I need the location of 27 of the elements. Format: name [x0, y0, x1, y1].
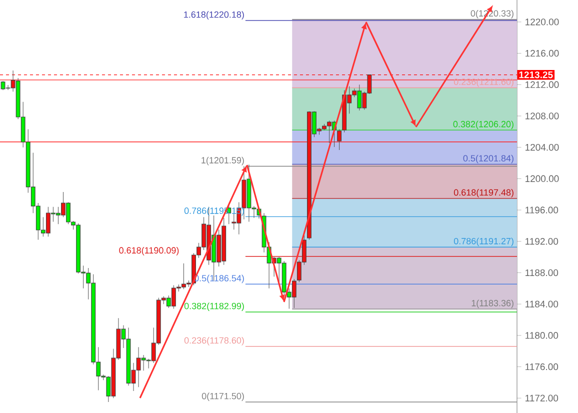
- y-tick-label: 1216.00: [526, 50, 559, 57]
- y-tick-label: 1204.00: [526, 144, 559, 151]
- y-tick-label: 1180.00: [526, 332, 558, 339]
- ref-line-label: 1.618(1220.18): [184, 11, 244, 20]
- y-tick-label: 1172.00: [526, 394, 558, 402]
- y-tick-label: 1176.00: [526, 363, 558, 370]
- ref-line-label: 0.382(1206.20): [453, 120, 514, 130]
- y-tick-label: 1212.00: [526, 81, 559, 88]
- candlestick: [337, 129, 342, 150]
- ref-line-label: 1(1183.36): [472, 300, 514, 308]
- ref-line-label: 0.786(1191.27): [454, 238, 514, 246]
- ref-line-label: 0.5(1201.84): [463, 154, 514, 164]
- ref-line-label: 0.236(1211.60): [454, 78, 514, 87]
- y-tick-label: 1200.00: [526, 175, 559, 182]
- ref-line-label: 1(1201.59): [202, 156, 244, 166]
- ref-line-label: 1213.25: [519, 71, 553, 78]
- ref-line-label: 0(1171.50): [202, 392, 244, 402]
- ref-line-label: 0.618(1197.48): [454, 189, 514, 198]
- y-tick-label: 1192.00: [526, 238, 558, 245]
- y-tick-label: 1188.00: [526, 269, 558, 276]
- y-tick-label: 1220.00: [526, 18, 559, 26]
- y-tick-label: 1208.00: [526, 112, 559, 120]
- ref-line-label: 0.236(1178.60): [184, 337, 244, 346]
- y-tick-label: 1196.00: [526, 206, 558, 214]
- ref-line-label: 0.382(1182.99): [184, 302, 244, 311]
- ref-line-label: 0.618(1190.09): [119, 246, 179, 256]
- y-tick-label: 1184.00: [526, 300, 558, 308]
